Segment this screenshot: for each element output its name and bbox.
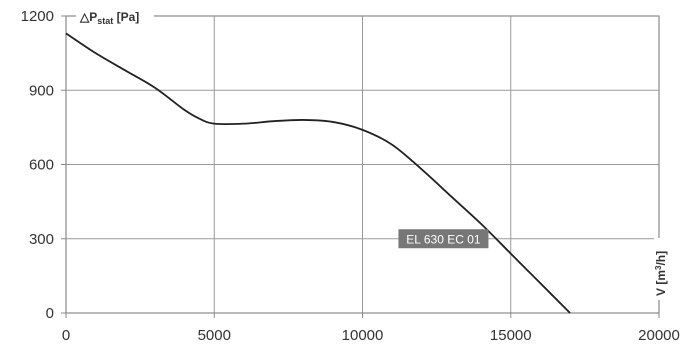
x-axis-label: V [m3/h] xyxy=(654,251,668,296)
grid xyxy=(66,16,659,313)
series-line-0 xyxy=(65,32,571,314)
y-axis-ticks: 0 300 600 900 1200 xyxy=(21,8,66,322)
y-tick-label-2: 600 xyxy=(29,157,54,174)
annotation-layer: EL 630 EC 01 xyxy=(398,229,489,249)
y-axis-label-bg xyxy=(76,5,154,27)
x-tick-label-0: 0 xyxy=(62,327,70,344)
annotation-label-0: EL 630 EC 01 xyxy=(406,232,481,246)
annotation-box-0 xyxy=(398,229,489,249)
y-axis-label: △Pstat [Pa] xyxy=(79,10,139,26)
axis-labels: △Pstat [Pa] V [m3/h] xyxy=(76,5,668,300)
y-tick-label-4: 1200 xyxy=(21,8,54,25)
y-tick-label-0: 0 xyxy=(46,305,54,322)
series-layer xyxy=(65,32,571,314)
x-axis-label-bg xyxy=(654,238,668,300)
x-axis-ticks: 0 5000 10000 15000 20000 xyxy=(62,313,680,344)
x-tick-label-1: 5000 xyxy=(198,327,231,344)
x-tick-label-2: 10000 xyxy=(342,327,384,344)
y-tick-label-1: 300 xyxy=(29,231,54,248)
x-tick-label-3: 15000 xyxy=(490,327,532,344)
x-tick-label-4: 20000 xyxy=(638,327,680,344)
y-tick-label-3: 900 xyxy=(29,82,54,99)
